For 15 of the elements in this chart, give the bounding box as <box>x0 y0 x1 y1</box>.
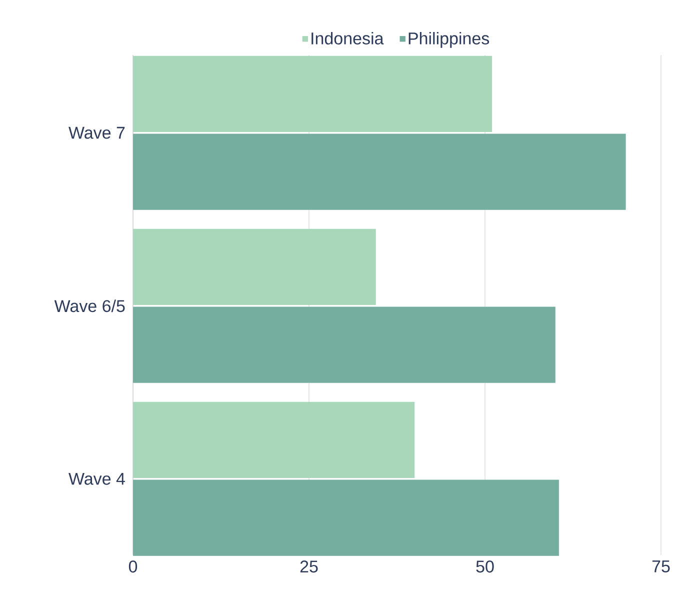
x-tick-label: 0 <box>128 560 138 573</box>
legend-label: Indonesia <box>312 32 384 44</box>
x-tick-label: 75 <box>652 560 670 572</box>
y-tick-label: Wave 7 <box>68 126 125 139</box>
bar <box>133 228 376 306</box>
legend-label: Philippines <box>408 32 490 48</box>
x-tick-label: 50 <box>476 560 494 573</box>
y-tick-label: Wave 6/5 <box>54 300 125 312</box>
bar <box>133 402 415 478</box>
bar <box>133 306 556 383</box>
bar <box>133 134 626 210</box>
bar <box>133 56 492 132</box>
x-tick-label: 25 <box>300 560 318 573</box>
y-tick-label: Wave 4 <box>68 472 125 485</box>
bar <box>133 480 559 556</box>
